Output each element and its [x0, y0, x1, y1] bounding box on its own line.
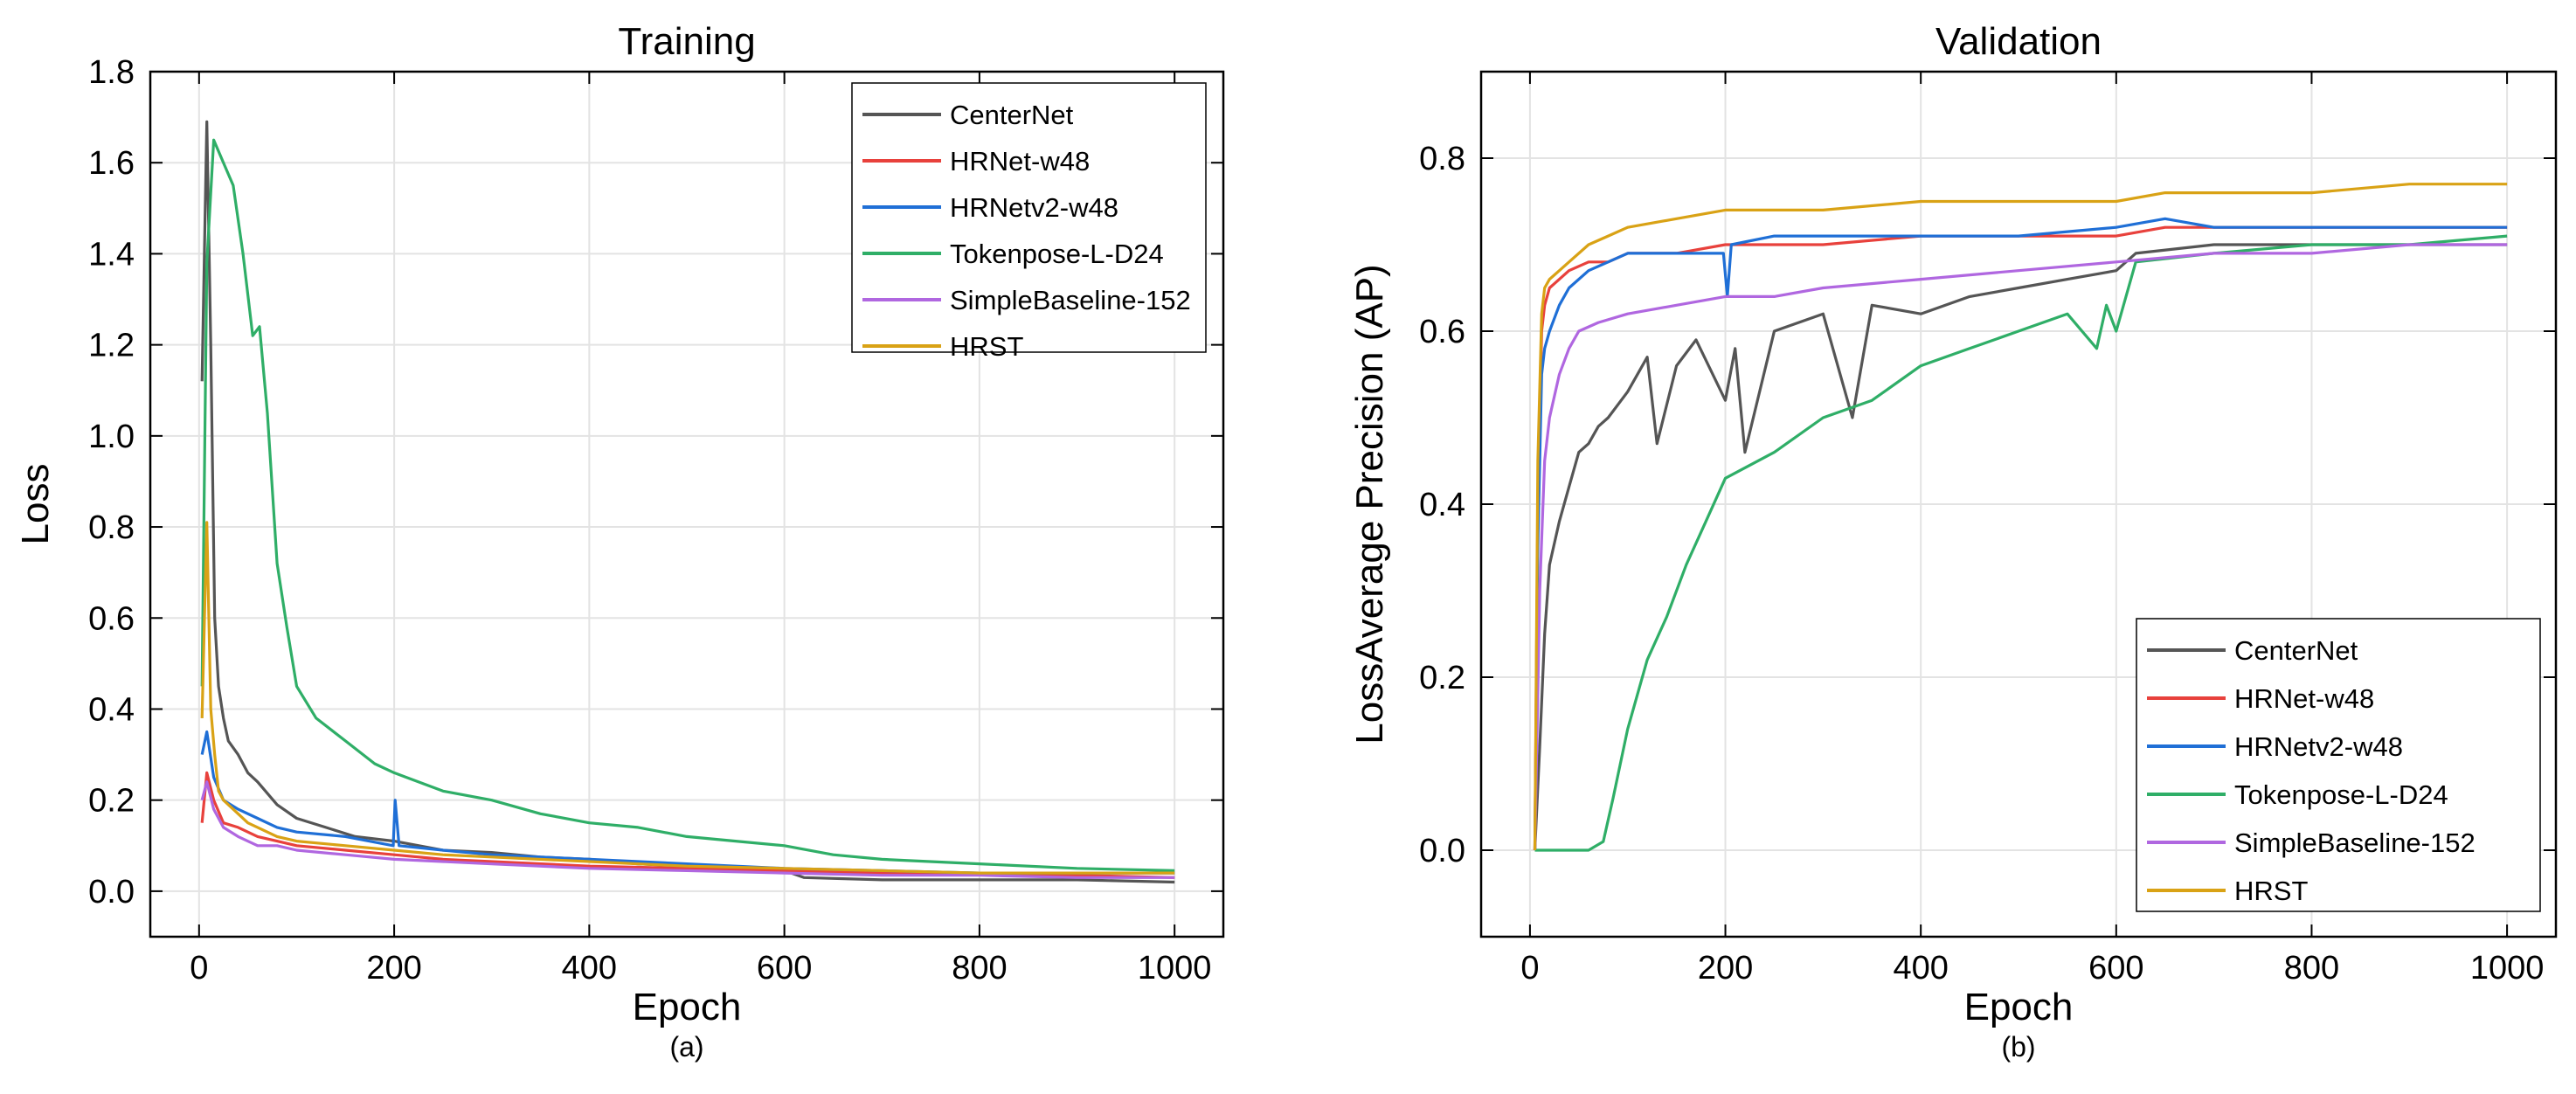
y-tick-label: 1.0 — [88, 419, 135, 455]
legend-box — [851, 82, 1207, 353]
y-tick-label: 0.8 — [1419, 141, 1465, 177]
x-tick-label: 0 — [1520, 950, 1539, 987]
y-tick-label: 0.2 — [1419, 660, 1465, 696]
y-tick-label: 0.4 — [88, 691, 135, 728]
legend-label-centernet: CenterNet — [2234, 635, 2358, 666]
legend-label-centernet: CenterNet — [950, 100, 1074, 130]
y-tick-label: 0.0 — [1419, 833, 1465, 869]
x-tick-label: 600 — [2088, 950, 2143, 987]
chart-title: Validation — [1935, 20, 2102, 63]
legend: CenterNet HRNet-w48 HRNetv2-w48 Tokenpose-L… — [2136, 618, 2541, 912]
series-line-hrnet-w48 — [1533, 225, 2508, 851]
y-tick-label: 0.8 — [88, 509, 135, 546]
x-tick-label: 600 — [757, 950, 812, 987]
x-axis-label: Epoch — [633, 986, 742, 1028]
figure-caption: (b) — [2001, 1031, 2035, 1063]
figure-caption: (a) — [669, 1031, 703, 1063]
plot-frame — [149, 70, 1225, 938]
x-tick-label: 800 — [2284, 950, 2339, 987]
y-tick-label: 1.8 — [88, 54, 135, 91]
legend-label-hrnetv2-w48: HRNetv2-w48 — [2234, 731, 2403, 762]
y-tick-label: 0.6 — [1419, 314, 1465, 350]
series-line-hrst — [1533, 183, 2508, 851]
legend-label-hrnetv2-w48: HRNetv2-w48 — [950, 192, 1118, 223]
validation-chart: 0 200 400 600 800 1000 0.0 0.2 0.4 0.6 0.8 Validati… — [1348, 20, 2558, 1063]
legend-label-simplebaseline-152: SimpleBaseline-152 — [950, 285, 1191, 315]
x-tick-label: 1000 — [2470, 950, 2545, 987]
chart-title: Training — [618, 20, 755, 63]
series-line-hrst — [200, 521, 1175, 875]
series-group — [1533, 183, 2508, 852]
y-axis-label: LossAverage Precision (AP) — [1348, 264, 1391, 744]
y-tick-label: 0.4 — [1419, 487, 1465, 523]
y-tick-label: 1.6 — [88, 145, 135, 182]
legend-label-tokenpose-l-d24: Tokenpose-L-D24 — [950, 239, 1164, 269]
series-line-simplebaseline-152 — [200, 780, 1175, 879]
x-tick-label: 0 — [190, 950, 208, 987]
series-line-hrnet-w48 — [200, 771, 1175, 879]
series-group — [200, 120, 1175, 884]
y-tick-label: 1.2 — [88, 328, 135, 364]
series-line-tokenpose-l-d24 — [1534, 234, 2508, 852]
legend-label-hrnet-w48: HRNet-w48 — [950, 146, 1090, 177]
x-tick-label: 400 — [1893, 950, 1948, 987]
y-tick-label: 0.2 — [88, 783, 135, 820]
series-line-tokenpose-l-d24 — [200, 138, 1175, 872]
x-tick-label: 200 — [366, 950, 421, 987]
x-tick-label: 400 — [562, 950, 617, 987]
x-tick-label: 200 — [1698, 950, 1753, 987]
series-line-centernet — [1533, 243, 2508, 851]
x-tick-label: 1000 — [1138, 950, 1212, 987]
x-axis-label: Epoch — [1964, 986, 2074, 1028]
legend-label-hrst: HRST — [950, 331, 1023, 362]
legend-label-tokenpose-l-d24: Tokenpose-L-D24 — [2234, 779, 2448, 810]
y-tick-label: 0.0 — [88, 874, 135, 911]
legend-label-simplebaseline-152: SimpleBaseline-152 — [2234, 827, 2476, 858]
legend-box — [2136, 618, 2541, 912]
y-axis-label: Loss — [14, 464, 57, 545]
legend-label-hrnet-w48: HRNet-w48 — [2234, 683, 2374, 714]
training-chart: 0 200 400 600 800 1000 0.0 0.2 0.4 0.6 0.8 1.0 1.2 1.… — [14, 20, 1225, 1063]
y-tick-label: 1.4 — [88, 236, 135, 273]
y-tick-label: 0.6 — [88, 600, 135, 637]
legend-label-hrst: HRST — [2234, 876, 2308, 906]
series-line-simplebaseline-152 — [1533, 243, 2508, 851]
legend: CenterNet HRNet-w48 HRNetv2-w48 Tokenpose-L… — [851, 82, 1207, 362]
series-line-hrnetv2-w48 — [1533, 217, 2508, 851]
x-tick-label: 800 — [952, 950, 1007, 987]
